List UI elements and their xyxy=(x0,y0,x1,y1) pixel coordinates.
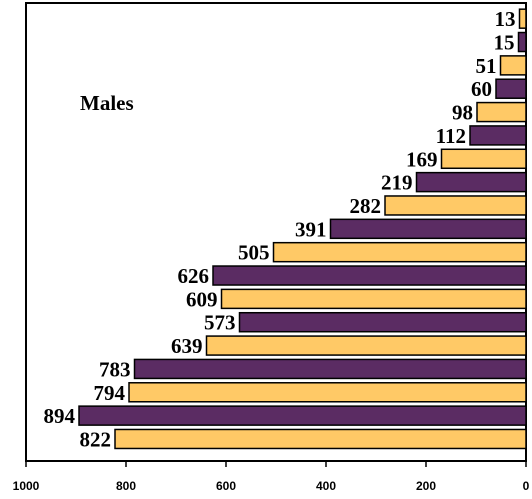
x-tick-label-0: 1000 xyxy=(13,479,40,493)
bar-value-label-9: 391 xyxy=(295,217,327,241)
bar-value-label-12: 609 xyxy=(186,287,218,311)
bar-value-label-10: 505 xyxy=(238,241,270,265)
x-tick-label-3: 400 xyxy=(316,479,336,493)
bar-value-label-6: 169 xyxy=(406,147,438,171)
bar-value-label-15: 783 xyxy=(99,357,131,381)
bar-13 xyxy=(238,311,527,333)
bar-value-label-14: 639 xyxy=(171,334,203,358)
bar-0 xyxy=(518,8,527,29)
bar-3 xyxy=(495,78,527,99)
bar-8 xyxy=(384,195,527,216)
bar-value-label-2: 51 xyxy=(476,54,497,78)
bar-value-label-0: 13 xyxy=(495,7,516,31)
x-tick-label-4: 200 xyxy=(416,479,436,493)
x-tick-label-5: 0 xyxy=(523,479,530,493)
bar-14 xyxy=(205,335,527,356)
bar-value-label-11: 626 xyxy=(178,264,210,288)
bar-4 xyxy=(476,101,527,123)
bar-value-label-3: 60 xyxy=(471,77,492,101)
bar-5 xyxy=(469,125,527,146)
bar-9 xyxy=(329,218,527,240)
bar-value-label-18: 822 xyxy=(80,427,112,451)
bar-value-label-5: 112 xyxy=(436,124,466,148)
bar-2 xyxy=(499,55,527,76)
x-axis-ticks: 1000 800 600 400 200 0 xyxy=(13,461,530,493)
bar-17 xyxy=(78,405,527,426)
bar-16 xyxy=(128,382,527,403)
bar-6 xyxy=(440,148,527,170)
bar-1 xyxy=(517,31,527,53)
bar-value-label-13: 573 xyxy=(204,311,236,335)
bar-value-label-7: 219 xyxy=(381,171,413,195)
chart-title: Males xyxy=(80,91,134,115)
bar-10 xyxy=(272,241,527,263)
bar-11 xyxy=(212,265,527,286)
bar-12 xyxy=(220,288,527,310)
bar-15 xyxy=(133,358,527,380)
bar-value-label-1: 15 xyxy=(494,31,515,55)
x-tick-label-1: 800 xyxy=(116,479,136,493)
bar-value-label-17: 894 xyxy=(44,404,76,428)
bar-value-label-8: 282 xyxy=(350,194,382,218)
x-tick-label-2: 600 xyxy=(216,479,236,493)
bar-value-label-16: 794 xyxy=(94,381,126,405)
bar-18 xyxy=(114,428,527,450)
bar-value-label-4: 98 xyxy=(452,101,473,125)
bar-7 xyxy=(415,171,527,193)
